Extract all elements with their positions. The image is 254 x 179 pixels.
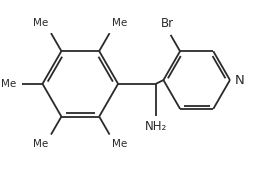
Text: Me: Me (1, 79, 16, 89)
Text: Me: Me (33, 139, 48, 149)
Text: Br: Br (161, 17, 174, 30)
Text: Me: Me (33, 18, 48, 28)
Text: NH₂: NH₂ (145, 120, 167, 133)
Text: N: N (234, 74, 244, 87)
Text: Me: Me (113, 18, 128, 28)
Text: Me: Me (113, 139, 128, 149)
